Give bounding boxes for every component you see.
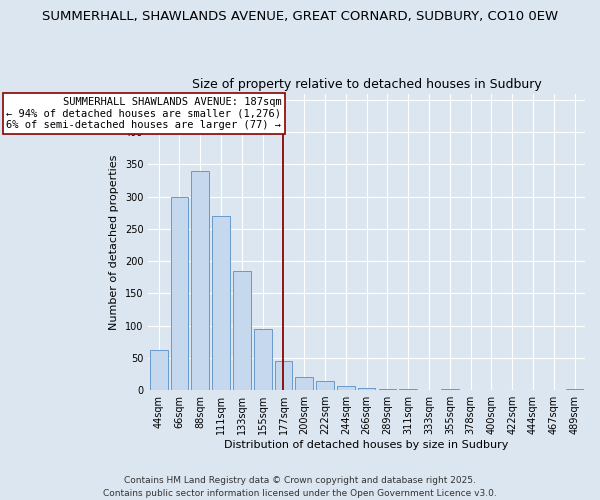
- Bar: [316, 381, 334, 390]
- Bar: [150, 350, 167, 390]
- Title: Size of property relative to detached houses in Sudbury: Size of property relative to detached ho…: [192, 78, 542, 91]
- Bar: [254, 329, 272, 390]
- X-axis label: Distribution of detached houses by size in Sudbury: Distribution of detached houses by size …: [224, 440, 509, 450]
- Bar: [358, 388, 376, 390]
- Bar: [275, 361, 292, 390]
- Bar: [212, 216, 230, 390]
- Bar: [191, 171, 209, 390]
- Text: SUMMERHALL, SHAWLANDS AVENUE, GREAT CORNARD, SUDBURY, CO10 0EW: SUMMERHALL, SHAWLANDS AVENUE, GREAT CORN…: [42, 10, 558, 23]
- Text: SUMMERHALL SHAWLANDS AVENUE: 187sqm
← 94% of detached houses are smaller (1,276): SUMMERHALL SHAWLANDS AVENUE: 187sqm ← 94…: [7, 97, 281, 130]
- Text: Contains HM Land Registry data © Crown copyright and database right 2025.
Contai: Contains HM Land Registry data © Crown c…: [103, 476, 497, 498]
- Bar: [233, 271, 251, 390]
- Bar: [295, 377, 313, 390]
- Bar: [170, 196, 188, 390]
- Bar: [337, 386, 355, 390]
- Y-axis label: Number of detached properties: Number of detached properties: [109, 154, 119, 330]
